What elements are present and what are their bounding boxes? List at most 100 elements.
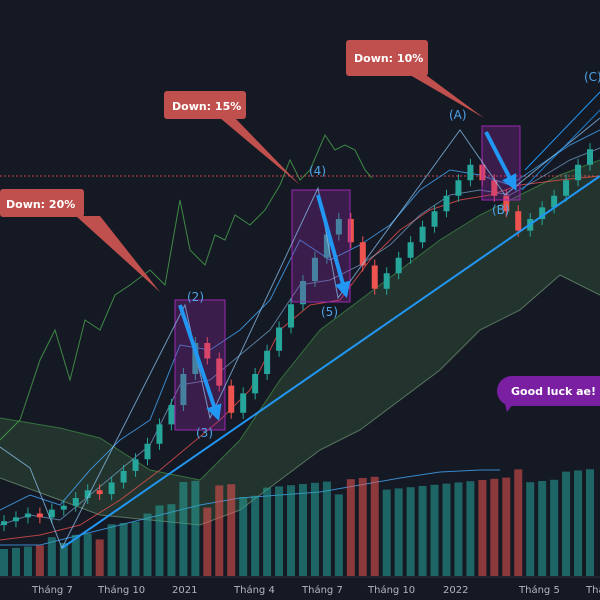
candle-body [120, 470, 127, 483]
volume-bar [59, 543, 68, 576]
candle-body [60, 505, 67, 510]
callout-down-15-label: Down: 15% [172, 100, 241, 113]
x-tick-2022: 2022 [443, 585, 468, 596]
candle-body [192, 343, 199, 374]
volume-bar [251, 495, 260, 576]
candle-body [407, 242, 414, 258]
volume-bar [11, 547, 20, 576]
volume-bar [23, 546, 32, 576]
wave-label-3: (3) [196, 426, 213, 440]
volume-bar [442, 483, 451, 576]
candle-body [323, 234, 330, 258]
candle-layer [1, 143, 593, 532]
candle-body [443, 195, 450, 212]
volume-bar [562, 471, 571, 576]
wave-label-2: (2) [187, 290, 204, 304]
wave-label-a: (A) [449, 108, 467, 122]
candle-body [515, 211, 522, 231]
wave-label-4: (4) [309, 164, 326, 178]
candle-body [228, 385, 235, 413]
volume-bar [155, 505, 164, 576]
x-tick-thang-10-b: Tháng 10 [367, 584, 415, 596]
volume-bar [107, 524, 116, 576]
candle-body [264, 350, 271, 374]
callout-down-15: Down: 15% [164, 91, 300, 185]
candle-body [563, 180, 570, 196]
ma-line-fast [0, 129, 600, 511]
candle-body [455, 180, 462, 196]
down-arrow-2 [316, 194, 351, 299]
candle-body [311, 257, 318, 281]
candle-body [587, 149, 593, 165]
down-arrow-1 [178, 304, 222, 422]
volume-bar [0, 549, 8, 576]
candle-body [371, 265, 378, 289]
channel-upper-line [524, 91, 600, 171]
callout-down-10-label: Down: 10% [354, 52, 423, 65]
volume-bar [71, 534, 80, 576]
candle-body [96, 490, 103, 495]
candle-body [288, 304, 295, 328]
candle-body [24, 513, 31, 518]
candle-body [48, 509, 55, 518]
candle-body [359, 242, 366, 266]
volume-bar [526, 482, 535, 576]
wave-label-5: (5) [321, 305, 338, 319]
volume-bar [466, 481, 475, 576]
volume-bar [454, 482, 463, 576]
volume-bar [574, 470, 583, 576]
candle-body [276, 327, 283, 351]
volume-bar [167, 504, 176, 576]
candle-body [204, 343, 211, 359]
volume-bar [191, 480, 200, 576]
candle-body [180, 374, 187, 405]
volume-bar [239, 497, 248, 576]
x-tick-thang-7-a: Tháng 7 [31, 584, 73, 596]
x-tick-2021: 2021 [172, 585, 197, 596]
volume-bar [490, 478, 499, 576]
lagging-span-line [0, 133, 373, 441]
volume-bar [143, 513, 152, 576]
volume-bar [95, 539, 104, 576]
main-trendline [61, 175, 600, 549]
volume-bar [47, 537, 56, 576]
volume-bar [131, 521, 140, 576]
candle-body [240, 393, 247, 413]
candle-body [503, 195, 510, 212]
candle-body [299, 281, 306, 305]
volume-bar [514, 469, 523, 576]
note-bubble: Good luck ae! Ký [497, 376, 600, 412]
candle-body [467, 164, 474, 181]
candle-body [1, 521, 7, 526]
candle-body [156, 424, 163, 444]
callout-down-20-label: Down: 20% [6, 198, 75, 211]
candle-body [551, 195, 558, 208]
volume-bar [394, 488, 403, 576]
channel-lower-line [521, 109, 600, 191]
x-tick-thang-7-b: Tháng 7 [301, 584, 343, 596]
candle-body [539, 207, 546, 219]
candle-body [347, 219, 354, 243]
volume-bar [298, 484, 307, 576]
candle-body [72, 498, 79, 506]
wave-label-c: (C) [584, 70, 600, 84]
candle-body [252, 374, 259, 394]
x-tick-thang-5: Tháng 5 [518, 584, 560, 596]
volume-bar [275, 486, 284, 576]
volume-bar [179, 482, 188, 576]
volume-bar [430, 484, 439, 576]
volume-bar [83, 533, 92, 576]
candle-body [491, 180, 498, 196]
x-axis-bar [0, 576, 600, 600]
candle-body [431, 211, 438, 227]
volume-bar [263, 487, 272, 576]
volume-bar [382, 489, 391, 576]
volume-bar [586, 469, 594, 576]
volume-bar [478, 480, 487, 576]
callout-down-10: Down: 10% [346, 40, 484, 118]
candle-body [144, 443, 151, 460]
candle-body [216, 358, 223, 386]
support-line [0, 175, 600, 541]
